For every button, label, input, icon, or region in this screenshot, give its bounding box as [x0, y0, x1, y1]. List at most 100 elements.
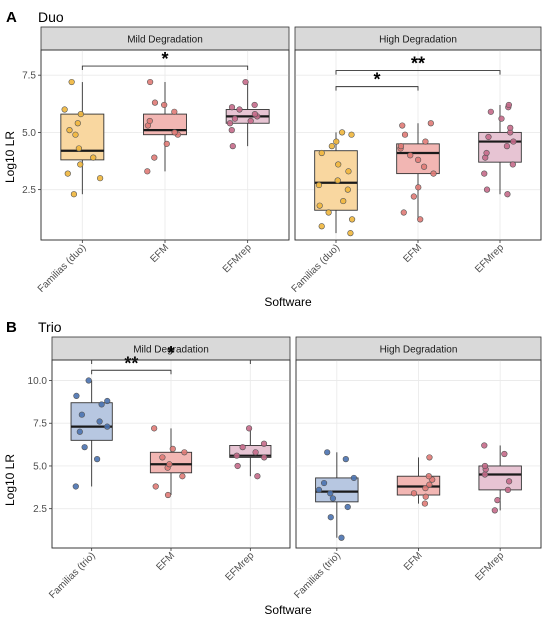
data-point: [151, 154, 158, 161]
data-point: [501, 450, 508, 458]
data-point: [510, 138, 517, 145]
data-point: [505, 101, 512, 109]
data-point: [420, 163, 428, 170]
facet-high-degradation: High Degradation Familias (duo) EFM EFMrep *…: [290, 26, 542, 295]
x-tick-label: EFM: [401, 242, 424, 265]
data-point: [399, 122, 406, 129]
chart-duo: Mild Degradation 2.5 5.0 7.5 Familias (duo) E…: [22, 26, 542, 295]
data-point: [507, 124, 514, 131]
data-point: [171, 129, 178, 136]
data-point: [90, 154, 97, 161]
data-point: [81, 444, 88, 451]
data-point: [179, 473, 186, 480]
box-efmrep: [225, 78, 270, 150]
data-point: [254, 473, 261, 480]
data-point: [503, 143, 511, 150]
data-point: [345, 168, 352, 175]
data-point: [491, 507, 498, 514]
bracket-line: [81, 65, 249, 71]
data-point: [85, 377, 92, 384]
data-point: [64, 170, 71, 177]
data-point: [104, 423, 111, 430]
significance-bracket: **: [335, 54, 501, 75]
panel-letter-b: B: [6, 319, 17, 336]
data-point: [427, 120, 434, 127]
significance-bracket: *: [335, 70, 419, 91]
data-point: [234, 462, 241, 470]
data-point: [252, 449, 259, 456]
y-tick-label: 2.5: [33, 504, 47, 515]
x-tick-label: Familias (trio): [47, 550, 98, 601]
y-tick-label: 10.0: [28, 376, 48, 387]
data-point: [348, 216, 356, 223]
data-point: [315, 486, 323, 493]
y-axis-title-duo: Log10 LR: [3, 131, 17, 183]
data-point: [151, 99, 159, 106]
data-point: [494, 497, 501, 504]
data-point: [163, 140, 170, 147]
significance-label: **: [411, 54, 425, 74]
data-point: [96, 418, 103, 425]
data-point: [315, 181, 323, 189]
data-point: [426, 454, 433, 461]
y-tick-label: 5.0: [33, 461, 47, 472]
data-point: [338, 534, 345, 541]
data-point: [159, 454, 166, 461]
data-point: [144, 168, 151, 175]
data-point: [251, 110, 259, 118]
data-point: [166, 461, 173, 468]
data-point: [226, 120, 234, 127]
panel-letter-a: A: [6, 9, 17, 26]
data-point: [397, 143, 405, 150]
data-point: [430, 170, 437, 177]
box-efmrep: [478, 442, 522, 514]
facet-mild-degradation: Mild Degradation 2.5 5.0 7.5 Familias (duo) E…: [22, 26, 290, 295]
data-point: [325, 209, 332, 216]
facet-label: Mild Degradation: [133, 345, 209, 356]
bracket-line: [335, 86, 419, 91]
data-point: [334, 177, 341, 184]
significance-label: *: [373, 70, 380, 90]
bracket-line: [91, 369, 172, 375]
bracket-line: [335, 70, 501, 75]
significance-bracket: **: [91, 353, 172, 375]
y-tick-label: 7.5: [33, 419, 47, 430]
significance-bracket: *: [81, 49, 249, 71]
data-point: [75, 145, 83, 152]
plot-area: Mild Degradation 2.5 5.0 7.5 Familias (duo) E…: [22, 26, 542, 601]
data-point: [401, 131, 409, 138]
box-efm: [396, 454, 441, 507]
data-point: [161, 101, 168, 109]
data-point: [422, 493, 429, 500]
box-efmrep: [478, 101, 522, 198]
data-point: [152, 483, 159, 490]
data-point: [504, 486, 512, 493]
data-point: [329, 495, 337, 502]
data-point: [481, 170, 488, 177]
box-iqr: [70, 402, 113, 441]
data-point: [417, 216, 424, 223]
data-point: [61, 106, 68, 113]
x-tick-label: EFMrep: [473, 550, 506, 583]
data-point: [228, 104, 236, 111]
data-point: [344, 186, 351, 193]
data-point: [335, 161, 342, 168]
data-point: [245, 425, 253, 432]
x-tick-label: Familias (duo): [36, 242, 89, 295]
facet-mild-degradation: Mild Degradation 2.5 5.0 7.5 10.0 Familias (t…: [28, 336, 291, 601]
data-point: [72, 131, 79, 138]
data-point: [242, 78, 249, 86]
data-point: [72, 483, 79, 490]
significance-label: *: [167, 343, 174, 363]
data-point: [415, 184, 422, 191]
box-iqr: [229, 445, 272, 458]
data-point: [169, 445, 176, 452]
data-point: [350, 474, 358, 482]
data-point: [504, 191, 511, 198]
data-point: [407, 152, 414, 159]
facet-label: High Degradation: [380, 345, 458, 356]
facet-label: Mild Degradation: [127, 35, 203, 46]
chart-trio: Mild Degradation 2.5 5.0 7.5 10.0 Familias (t…: [28, 336, 542, 601]
data-point: [98, 401, 105, 408]
data-point: [228, 127, 235, 134]
